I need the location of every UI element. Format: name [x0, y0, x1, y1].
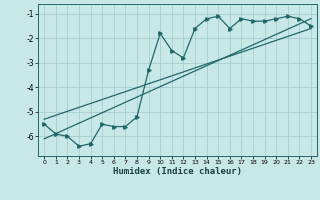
- X-axis label: Humidex (Indice chaleur): Humidex (Indice chaleur): [113, 167, 242, 176]
